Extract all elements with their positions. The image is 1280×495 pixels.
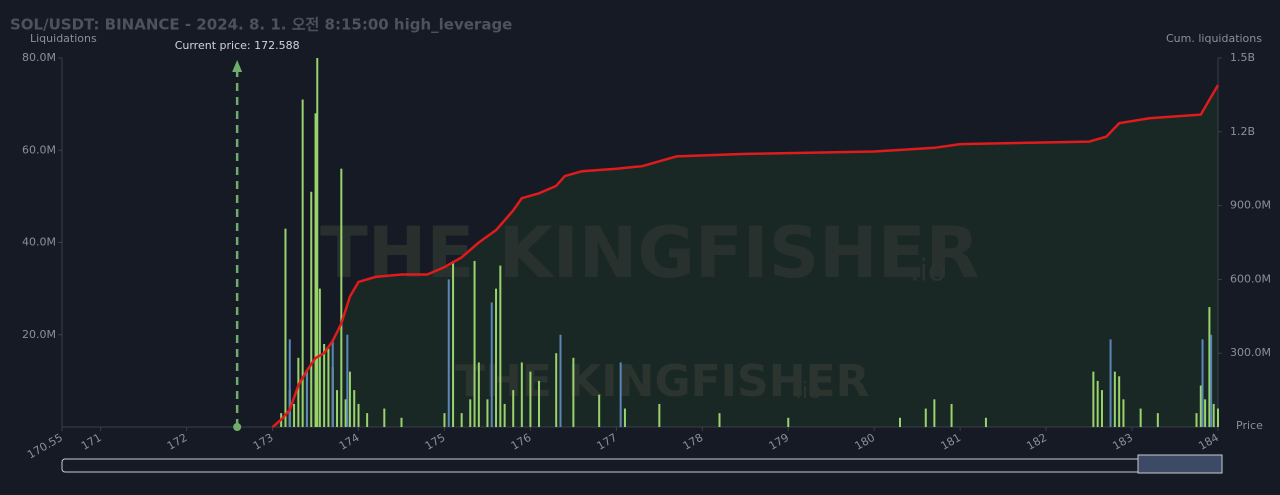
y2-tick-label: 900.0M bbox=[1230, 199, 1271, 212]
bar bbox=[572, 357, 575, 427]
bar bbox=[619, 362, 622, 427]
bar bbox=[520, 362, 523, 427]
bar bbox=[555, 353, 558, 427]
bar bbox=[331, 339, 334, 427]
bar bbox=[1201, 339, 1204, 427]
bar bbox=[1122, 399, 1125, 427]
bar bbox=[1195, 413, 1198, 427]
bar bbox=[924, 408, 927, 427]
scroll-thumb[interactable] bbox=[1137, 454, 1223, 474]
bar bbox=[305, 371, 308, 427]
watermark-small: THE KINGFISHER bbox=[455, 356, 870, 407]
bar bbox=[400, 417, 403, 427]
bar bbox=[1100, 390, 1103, 427]
bar bbox=[538, 380, 541, 427]
bar bbox=[346, 334, 349, 427]
bar bbox=[598, 394, 601, 427]
bar bbox=[469, 399, 472, 427]
y2-tick-label: 1.5B bbox=[1230, 51, 1255, 64]
y-tick-label: 60.0M bbox=[22, 143, 56, 156]
bar bbox=[447, 279, 450, 427]
bar bbox=[473, 260, 476, 427]
y2-axis-label: Cum. liquidations bbox=[1166, 32, 1262, 45]
bar bbox=[357, 403, 360, 427]
bar bbox=[310, 191, 313, 427]
y2-tick-label: 600.0M bbox=[1230, 272, 1271, 285]
bar bbox=[486, 399, 489, 427]
scrollbar[interactable] bbox=[61, 454, 1223, 474]
bar bbox=[318, 288, 321, 427]
watermark: THE KINGFISHER bbox=[320, 212, 979, 294]
watermark-suffix: .io bbox=[910, 254, 946, 289]
bar bbox=[559, 334, 562, 427]
chart-title: SOL/USDT: BINANCE - 2024. 8. 1. 오전 8:15:… bbox=[10, 16, 512, 34]
bar bbox=[327, 348, 330, 427]
bar bbox=[348, 371, 351, 427]
bar bbox=[1156, 413, 1159, 427]
bar bbox=[950, 403, 953, 427]
bar bbox=[512, 390, 515, 427]
bar bbox=[340, 168, 343, 427]
bar bbox=[353, 390, 356, 427]
current-price-label: Current price: 172.588 bbox=[175, 39, 300, 52]
current-price-arrow bbox=[232, 60, 243, 72]
bar bbox=[984, 417, 987, 427]
bar bbox=[499, 265, 502, 427]
y2-tick-label: 1.2B bbox=[1230, 125, 1255, 138]
watermark-small-suffix: .io bbox=[795, 379, 822, 404]
y-tick-label: 40.0M bbox=[22, 236, 56, 249]
bar bbox=[1208, 307, 1211, 427]
bar bbox=[301, 99, 304, 427]
bar bbox=[1113, 371, 1116, 427]
bar bbox=[293, 403, 296, 427]
bar bbox=[1212, 403, 1215, 427]
bar bbox=[452, 260, 455, 427]
bar bbox=[623, 408, 626, 427]
bar bbox=[344, 399, 347, 427]
bar bbox=[316, 58, 319, 427]
bar bbox=[314, 113, 317, 427]
bar bbox=[284, 228, 287, 427]
y2-tick-label: 300.0M bbox=[1230, 346, 1271, 359]
y-tick-label: 80.0M bbox=[22, 51, 56, 64]
bar bbox=[495, 288, 498, 427]
line bbox=[271, 84, 1220, 428]
x-axis-label: Price bbox=[1236, 419, 1263, 432]
bar bbox=[366, 413, 369, 427]
bar bbox=[1199, 385, 1202, 427]
bar bbox=[503, 403, 506, 427]
bar bbox=[658, 403, 661, 427]
bar bbox=[443, 413, 446, 427]
bar bbox=[336, 390, 339, 427]
bar bbox=[1092, 371, 1095, 427]
bar bbox=[1210, 334, 1213, 427]
bar bbox=[787, 417, 790, 427]
bar bbox=[323, 343, 326, 427]
y-tick-label: 20.0M bbox=[22, 328, 56, 341]
bar bbox=[1109, 339, 1112, 427]
bar bbox=[297, 357, 300, 427]
bar bbox=[1204, 399, 1207, 427]
area bbox=[272, 85, 1218, 427]
bar bbox=[718, 413, 721, 427]
bar bbox=[898, 417, 901, 427]
bar bbox=[490, 302, 493, 427]
bar bbox=[383, 408, 386, 427]
bar bbox=[460, 413, 463, 427]
bar bbox=[1118, 376, 1121, 427]
bar bbox=[933, 399, 936, 427]
bar bbox=[1217, 408, 1219, 427]
bar bbox=[1139, 408, 1142, 427]
y-axis-label: Liquidations bbox=[30, 32, 97, 45]
bar bbox=[1096, 380, 1099, 427]
bar bbox=[477, 362, 480, 427]
current-price-dot bbox=[233, 423, 242, 431]
bar bbox=[288, 339, 291, 427]
bar bbox=[529, 371, 532, 427]
